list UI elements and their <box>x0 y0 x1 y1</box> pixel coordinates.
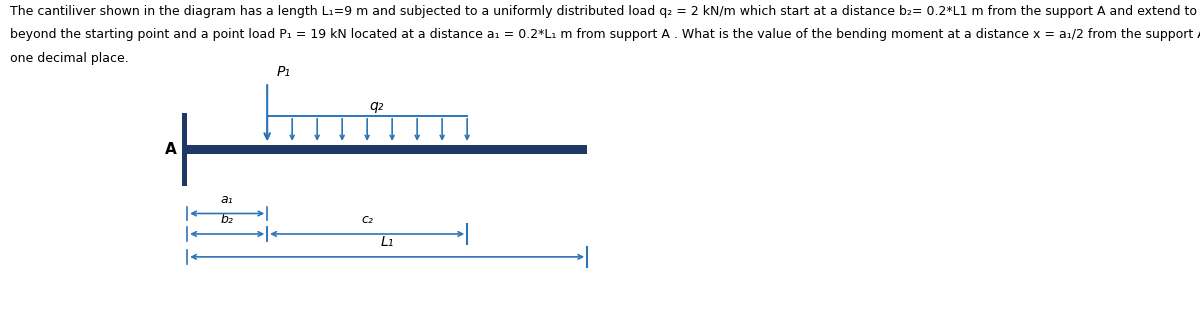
Text: A: A <box>164 142 176 157</box>
Text: The cantiliver shown in the diagram has a length L₁=9 m and subjected to a unifo: The cantiliver shown in the diagram has … <box>10 5 1200 18</box>
Text: b₂: b₂ <box>221 213 234 226</box>
Text: q₂: q₂ <box>370 100 384 114</box>
Text: one decimal place.: one decimal place. <box>10 52 128 65</box>
Text: c₂: c₂ <box>361 213 373 226</box>
Text: L₁: L₁ <box>380 235 394 249</box>
Text: a₁: a₁ <box>221 193 234 206</box>
Text: P₁: P₁ <box>276 64 290 79</box>
Text: beyond the starting point and a point load P₁ = 19 kN located at a distance a₁ =: beyond the starting point and a point lo… <box>10 28 1200 41</box>
Bar <box>187 145 587 154</box>
Bar <box>181 114 187 186</box>
